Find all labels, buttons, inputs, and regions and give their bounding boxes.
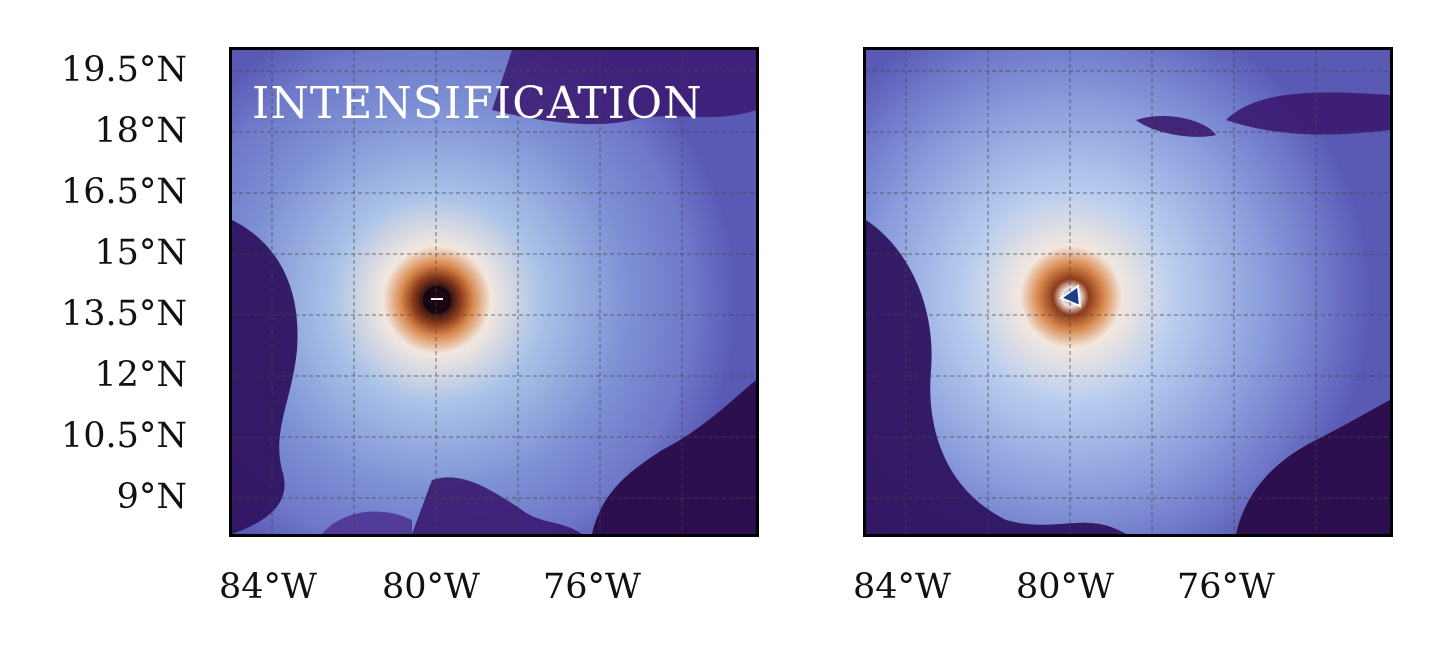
y-tick-label: 13.5°N xyxy=(60,294,187,334)
x-tick-label: 80°W xyxy=(1015,567,1115,607)
x-tick-label: 76°W xyxy=(542,567,642,607)
y-tick-label: 19.5°N xyxy=(60,50,187,90)
map-panel-left: INTENSIFICATION xyxy=(229,47,759,537)
map-panel-right xyxy=(863,47,1393,537)
x-tick-label: 84°W xyxy=(852,567,952,607)
right-field-image xyxy=(866,50,1390,534)
x-tick-label: 76°W xyxy=(1176,567,1276,607)
y-tick-label: 16.5°N xyxy=(60,172,187,212)
x-tick-label: 80°W xyxy=(381,567,481,607)
y-tick-label: 10.5°N xyxy=(60,416,187,456)
left-field-image xyxy=(232,50,756,534)
y-tick-label: 18°N xyxy=(94,111,187,151)
x-tick-label: 84°W xyxy=(218,567,318,607)
y-tick-label: 15°N xyxy=(94,233,187,273)
panel-title: INTENSIFICATION xyxy=(252,78,703,129)
y-tick-label: 9°N xyxy=(116,477,187,517)
y-tick-label: 12°N xyxy=(94,355,187,395)
